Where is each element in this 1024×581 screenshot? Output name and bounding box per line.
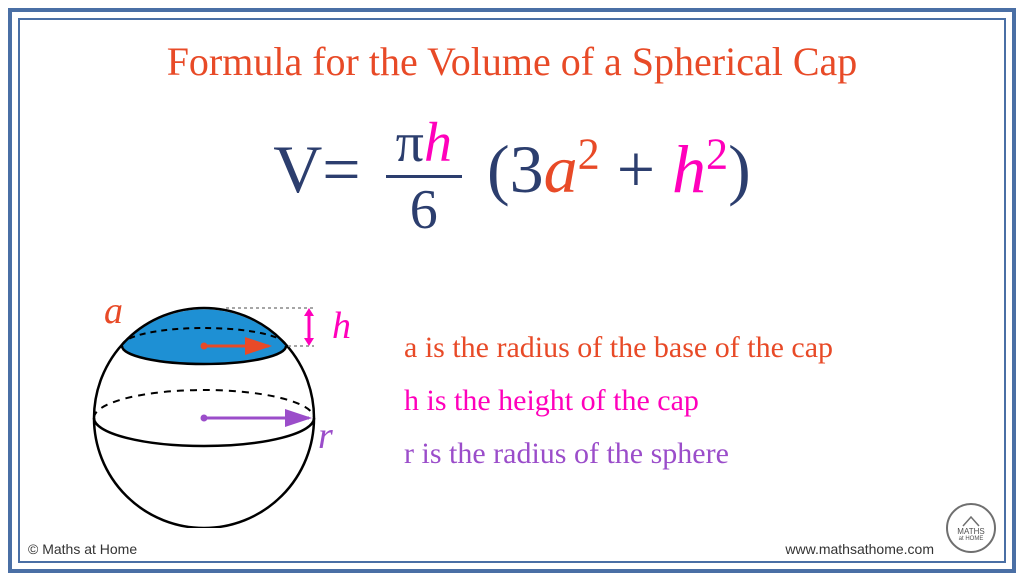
formula-v-equals: V= — [273, 131, 360, 207]
h-arrow-down — [304, 338, 314, 346]
diagram-label-r: r — [318, 415, 333, 457]
pi-symbol: π — [396, 112, 424, 174]
sphere-diagram: a h r — [54, 268, 374, 528]
h-variable: h — [672, 131, 706, 207]
house-icon — [961, 515, 981, 527]
formula-open-3: (3 — [487, 131, 544, 207]
diagram-label-h: h — [332, 305, 351, 347]
formula-plus: + — [600, 131, 672, 207]
legend-h: h is the height of the cap — [404, 381, 980, 420]
sphere-svg: a h r — [54, 268, 374, 528]
equator-front — [94, 418, 314, 446]
lower-section: a h r a is the radius of the base of the… — [44, 268, 980, 528]
website-url: www.mathsathome.com — [785, 541, 934, 557]
cap-fill — [122, 309, 286, 364]
formula-fraction: πh 6 — [386, 115, 462, 238]
fraction-denominator: 6 — [386, 178, 462, 238]
formula-close: ) — [728, 131, 751, 207]
volume-formula: V= πh 6 (3a2 + h2) — [44, 115, 980, 238]
copyright-text: © Maths at Home — [28, 541, 137, 557]
diagram-label-a: a — [104, 290, 123, 332]
equator-back — [94, 390, 314, 418]
h-variable-num: h — [424, 112, 452, 174]
logo-badge: MATHS at HOME — [946, 503, 996, 553]
legend-a: a is the radius of the base of the cap — [404, 328, 980, 367]
h-squared-exp: 2 — [706, 129, 728, 178]
logo-line2: at HOME — [959, 536, 984, 542]
content-area: Formula for the Volume of a Spherical Ca… — [20, 20, 1004, 561]
legend: a is the radius of the base of the cap h… — [404, 268, 980, 487]
logo-line1: MATHS — [957, 527, 984, 536]
a-squared-exp: 2 — [578, 129, 600, 178]
legend-r: r is the radius of the sphere — [404, 434, 980, 473]
h-arrow-up — [304, 308, 314, 316]
page-title: Formula for the Volume of a Spherical Ca… — [44, 38, 980, 85]
fraction-numerator: πh — [386, 115, 462, 178]
a-variable: a — [544, 131, 578, 207]
